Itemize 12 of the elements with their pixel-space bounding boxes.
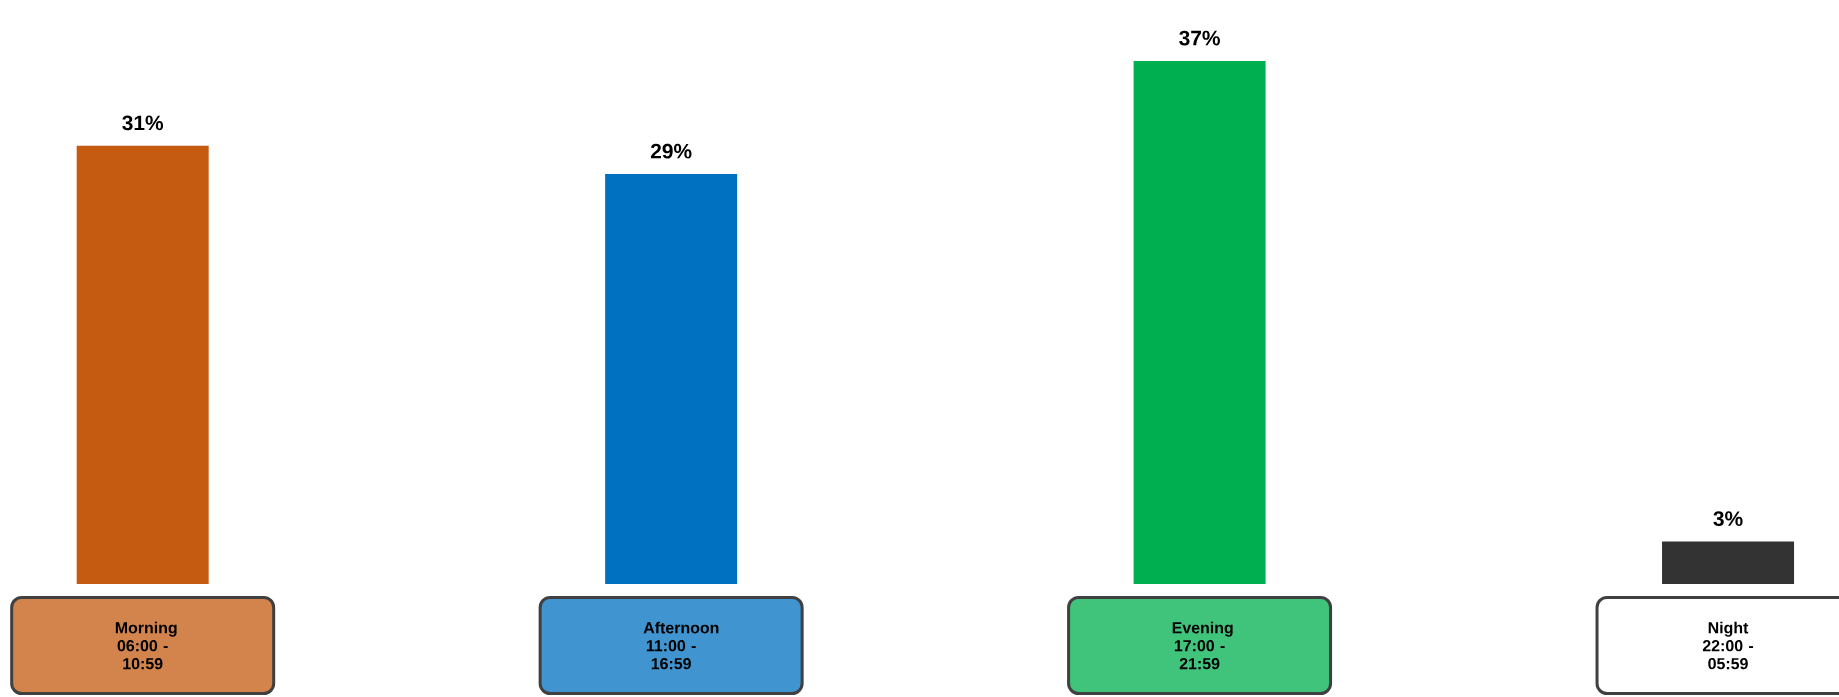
data-label: 29% (650, 143, 692, 159)
x-tick-label: Afternoon 11:00 - 16:59 (643, 621, 719, 670)
data-label: 37% (1179, 30, 1220, 46)
x-tick-label: Morning 06:00 - 10:59 (115, 621, 177, 670)
bar (1662, 541, 1795, 584)
bar (1133, 61, 1266, 584)
bar (605, 174, 738, 584)
x-tick-label: Night 22:00 - 05:59 (1702, 621, 1754, 670)
x-tick-label: Evening 17:00 - 21:59 (1172, 621, 1233, 670)
data-label: 31% (122, 115, 164, 131)
data-label: 3% (1713, 511, 1743, 527)
bar (76, 145, 209, 584)
